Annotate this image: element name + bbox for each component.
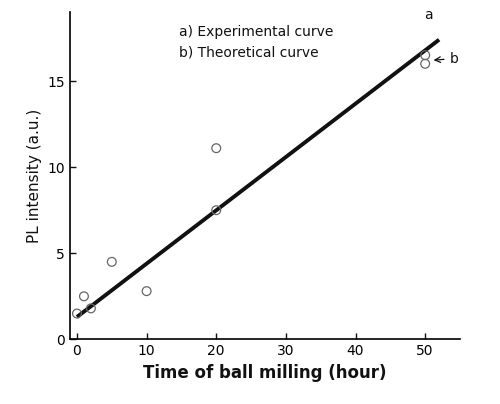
Text: a) Experimental curve
b) Theoretical curve: a) Experimental curve b) Theoretical cur… [179, 25, 334, 60]
Point [142, 288, 150, 295]
Point [212, 207, 220, 213]
X-axis label: Time of ball milling (hour): Time of ball milling (hour) [144, 364, 387, 382]
Text: b: b [435, 52, 458, 65]
Point [108, 259, 116, 265]
Text: a: a [424, 8, 433, 23]
Point [421, 52, 429, 59]
Point [80, 293, 88, 299]
Y-axis label: PL intensity (a.u.): PL intensity (a.u.) [27, 109, 42, 243]
Point [73, 310, 81, 317]
Point [87, 305, 95, 311]
Point [421, 61, 429, 67]
Point [212, 145, 220, 152]
